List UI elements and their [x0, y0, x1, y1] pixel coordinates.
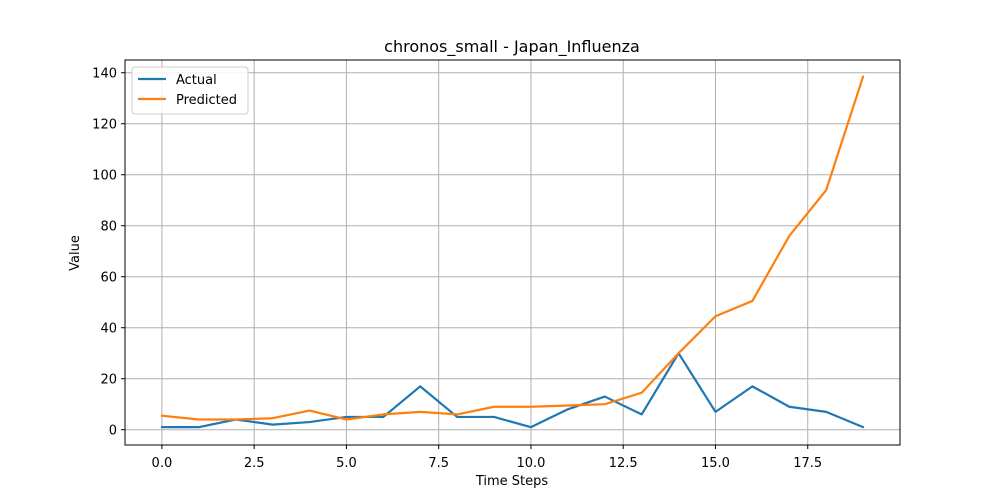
x-tick-label: 7.5	[428, 456, 449, 471]
y-axis-label: Value	[68, 235, 83, 271]
x-tick-label: 12.5	[609, 456, 638, 471]
y-tick-label: 0	[109, 424, 117, 439]
grid	[125, 60, 900, 445]
x-tick-label: 15.0	[701, 456, 730, 471]
y-tick-label: 100	[92, 169, 117, 184]
x-tick-label: 2.5	[244, 456, 265, 471]
legend-label-actual: Actual	[176, 73, 217, 88]
legend-label-predicted: Predicted	[176, 93, 237, 108]
y-tick-label: 40	[100, 322, 117, 337]
y-tick-label: 140	[92, 67, 117, 82]
x-axis-label: Time Steps	[475, 474, 549, 489]
y-tick-label: 80	[100, 220, 117, 235]
x-tick-label: 0.0	[152, 456, 173, 471]
x-tick-label: 17.5	[793, 456, 822, 471]
x-tick-label: 10.0	[516, 456, 545, 471]
y-tick-label: 60	[100, 271, 117, 286]
axis-ticks: 0.0 2.5 5.0 7.5 10.0 12.5 15.0 17.5 0 20 40 60 80 100…	[92, 67, 822, 471]
series-line-predicted	[160, 75, 865, 421]
legend: Actual Predicted	[131, 66, 249, 115]
y-tick-label: 120	[92, 118, 117, 133]
x-tick-label: 5.0	[336, 456, 357, 471]
plot-frame	[124, 59, 901, 446]
y-tick-label: 20	[100, 373, 117, 388]
chart-title: chronos_small - Japan_Influenza	[384, 37, 640, 57]
series-line-actual	[160, 352, 865, 429]
series-lines	[160, 75, 865, 429]
